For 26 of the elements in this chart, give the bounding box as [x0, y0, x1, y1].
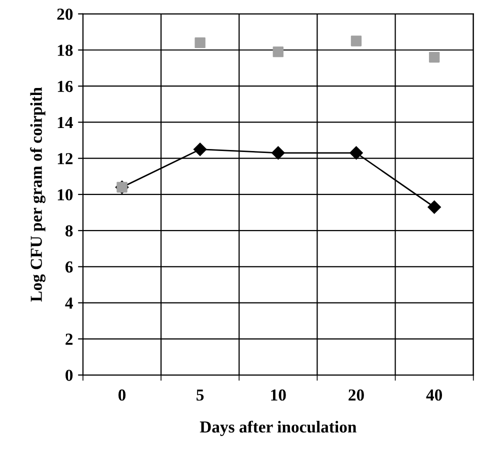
- y-tick-label: 16: [58, 80, 73, 92]
- point: [350, 36, 362, 46]
- x-axis-title: Days after inoculation: [200, 420, 356, 436]
- x-tick-label: 40: [426, 389, 442, 401]
- y-tick-label: 18: [58, 44, 73, 56]
- point: [272, 146, 285, 160]
- point: [350, 146, 363, 160]
- y-tick-label: 2: [66, 334, 73, 345]
- y-tick-label: 4: [65, 298, 73, 309]
- point: [428, 200, 441, 214]
- x-tick-label: 20: [348, 389, 364, 401]
- y-axis-title: Log CFU per gram of coirpith: [30, 87, 46, 302]
- y-tick-label: 0: [66, 370, 73, 381]
- x-tick-label: 5: [196, 390, 204, 401]
- x-tick-label: 0: [118, 389, 126, 401]
- point: [428, 52, 440, 63]
- point: [272, 46, 284, 58]
- x-tick-label: 10: [271, 389, 286, 401]
- y-tick-label: 14: [58, 117, 73, 128]
- y-tick-label: 6: [65, 261, 73, 273]
- y-tick-label: 8: [65, 225, 73, 237]
- y-tick-label: 12: [58, 153, 73, 164]
- y-tick-label: 20: [57, 8, 73, 20]
- point: [194, 37, 206, 48]
- y-tick-label: 10: [58, 189, 73, 200]
- point: [193, 142, 207, 156]
